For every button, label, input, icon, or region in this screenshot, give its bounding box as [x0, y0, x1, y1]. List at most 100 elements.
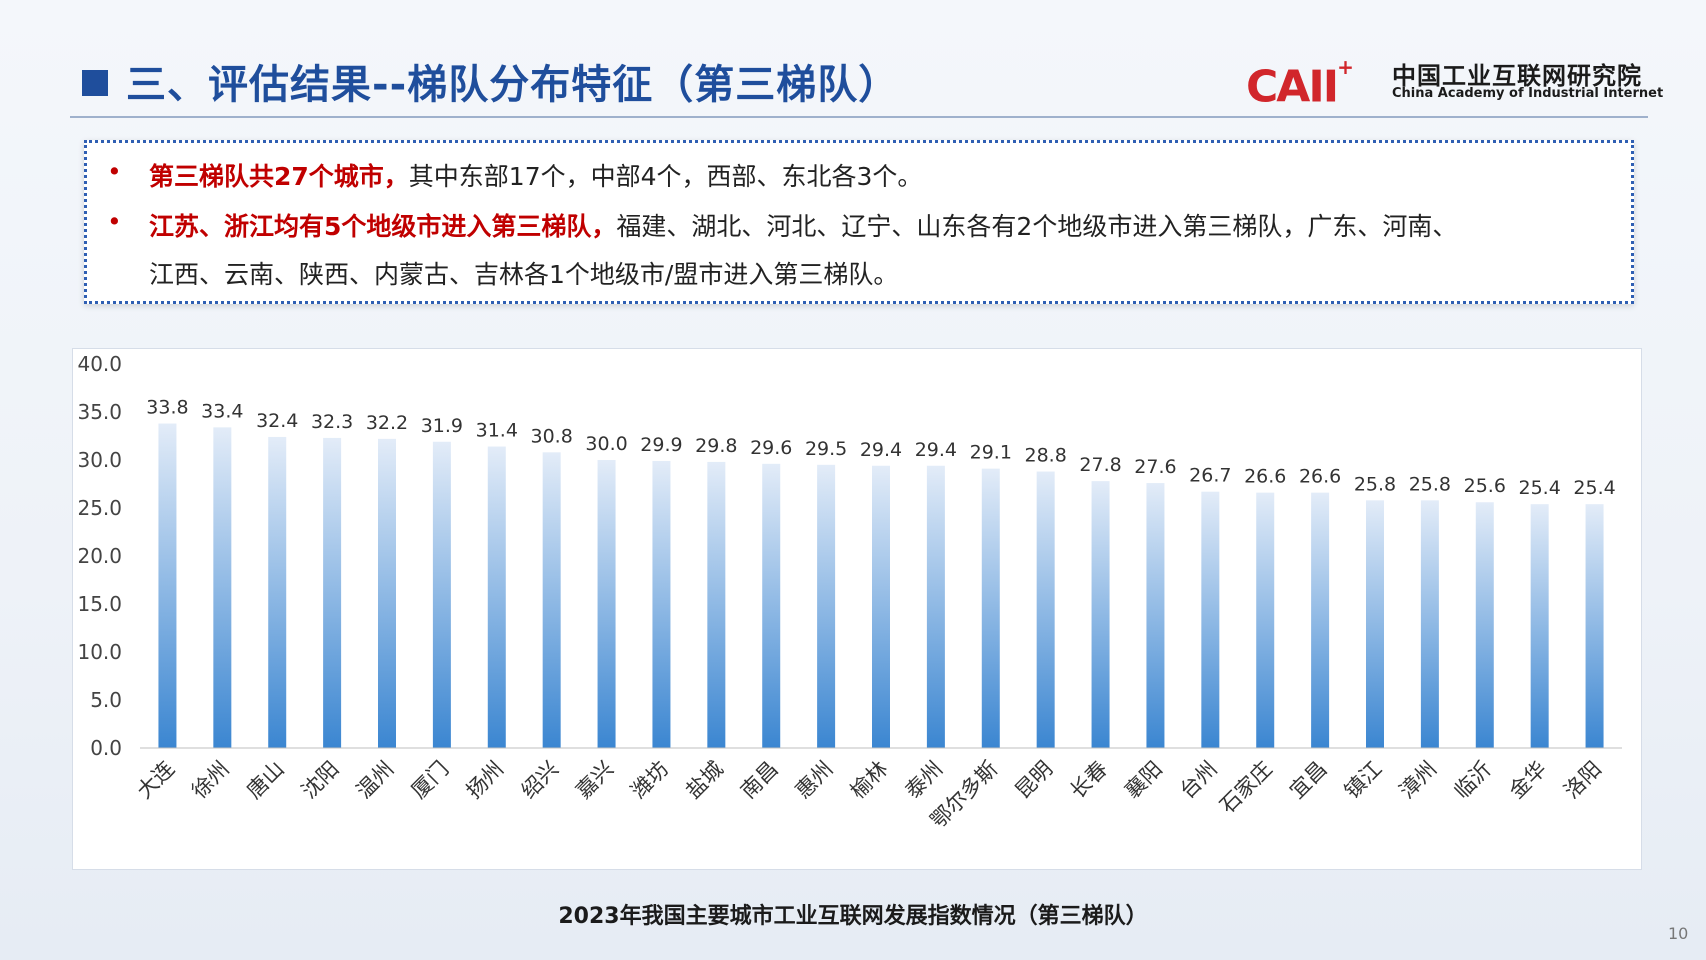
- bar: [1530, 504, 1549, 748]
- data-label: 32.3: [311, 411, 353, 433]
- page-title: 三、评估结果--梯队分布特征（第三梯队）: [126, 62, 900, 108]
- x-tick-label: 盐城: [681, 757, 728, 804]
- bar: [1311, 492, 1330, 748]
- bar: [378, 438, 396, 748]
- x-tick-label: 大连: [132, 757, 179, 804]
- y-tick-label: 5.0: [90, 688, 122, 712]
- y-tick-label: 0.0: [90, 736, 122, 760]
- data-label: 29.4: [915, 439, 957, 461]
- x-tick-label: 南昌: [736, 757, 783, 804]
- data-label: 27.6: [1134, 456, 1176, 478]
- x-tick-label: 潍坊: [626, 757, 673, 804]
- x-tick-label: 沈阳: [297, 757, 344, 804]
- bullet-2-highlight: 江苏、浙江均有5个地级市进入第三梯队，: [149, 212, 617, 241]
- data-label: 28.8: [1025, 445, 1067, 467]
- data-label: 33.8: [146, 397, 188, 419]
- bar: [707, 461, 726, 748]
- x-tick-label: 榆林: [846, 757, 893, 804]
- bar: [1256, 492, 1275, 748]
- y-tick-label: 30.0: [77, 448, 122, 472]
- chart-caption: 2023年我国主要城市工业互联网发展指数情况（第三梯队）: [558, 904, 1148, 929]
- bars: 33.8 33.4 32.4 32.3 32.2 31.9 31.4 30.8 30.0 29.9…: [146, 397, 1616, 748]
- bar: [487, 446, 506, 748]
- bar: [872, 465, 890, 748]
- bar: [1420, 500, 1439, 748]
- x-tick-label: 厦门: [407, 757, 454, 804]
- title-divider: [70, 116, 1648, 118]
- bar: [158, 423, 177, 748]
- bar: [1366, 500, 1384, 748]
- logo-plus: +: [1337, 55, 1354, 79]
- bullet-item-1: 第三梯队共27个城市，其中东部17个，中部4个，西部、东北各3个。: [149, 157, 922, 193]
- bar: [1146, 483, 1165, 748]
- bullet-dot-icon: •: [107, 157, 122, 186]
- bar-chart: 0.05.010.015.020.025.030.035.040.0 33.8 3…: [77, 352, 1622, 833]
- bullet-item-2-continuation: 江西、云南、陕西、内蒙古、吉林各1个地级市/盟市进入第三梯队。: [149, 260, 899, 289]
- data-label: 29.6: [750, 437, 792, 459]
- data-label: 25.8: [1354, 473, 1396, 495]
- data-label: 33.4: [201, 400, 243, 422]
- x-tick-label: 宜昌: [1285, 757, 1332, 804]
- data-label: 29.4: [860, 439, 902, 461]
- data-label: 25.8: [1409, 473, 1451, 495]
- bar: [323, 437, 342, 748]
- title-square-icon: [82, 70, 108, 96]
- logo-mark-text: CAII: [1246, 61, 1339, 113]
- y-tick-label: 35.0: [77, 400, 122, 424]
- data-label: 26.6: [1244, 466, 1286, 488]
- y-tick-label: 20.0: [77, 544, 122, 568]
- data-label: 26.6: [1299, 466, 1341, 488]
- page-number: 10: [1668, 924, 1689, 943]
- data-label: 29.8: [695, 435, 737, 457]
- bar: [981, 468, 1000, 748]
- x-tick-label: 绍兴: [517, 757, 564, 804]
- y-tick-label: 15.0: [77, 592, 122, 616]
- x-tick-label: 惠州: [791, 757, 838, 804]
- data-label: 29.1: [970, 442, 1012, 464]
- bar: [432, 441, 451, 748]
- bar: [652, 460, 671, 748]
- x-tick-label: 镇江: [1340, 757, 1387, 804]
- x-tick-label: 临沂: [1450, 757, 1497, 804]
- data-label: 26.7: [1189, 465, 1231, 487]
- data-label: 30.0: [585, 433, 627, 455]
- data-label: 32.4: [256, 410, 298, 432]
- x-tick-label: 嘉兴: [571, 757, 618, 804]
- x-tick-label: 金华: [1505, 757, 1552, 804]
- data-label: 27.8: [1079, 454, 1121, 476]
- bullet-dot-icon: •: [107, 207, 122, 236]
- data-label: 29.9: [640, 434, 682, 456]
- bullet-2-text: 福建、湖北、河北、辽宁、山东各有2个地级市进入第三梯队，广东、河南、: [616, 212, 1458, 241]
- bar: [213, 427, 232, 748]
- x-tick-label: 泰州: [901, 757, 948, 804]
- bullet-1-text: 其中东部17个，中部4个，西部、东北各3个。: [408, 162, 923, 191]
- x-tick-label: 洛阳: [1559, 757, 1606, 804]
- bar: [597, 460, 616, 748]
- data-label: 31.9: [421, 415, 463, 437]
- y-axis: 0.0 5.0 10.0 15.0 20.0 25.0 30.0 35.0 40.0: [77, 352, 122, 760]
- x-tick-label: 扬州: [462, 757, 509, 804]
- y-tick-label: 40.0: [77, 352, 122, 376]
- bar: [542, 452, 561, 748]
- bar: [1091, 481, 1110, 748]
- x-tick-label: 台州: [1175, 757, 1222, 804]
- bar: [762, 463, 781, 748]
- data-label: 32.2: [366, 412, 408, 434]
- bullet-1-highlight: 第三梯队共27个城市，: [149, 162, 409, 191]
- bar: [1475, 502, 1494, 748]
- data-label: 30.8: [531, 425, 573, 447]
- data-label: 31.4: [476, 420, 518, 442]
- x-tick-label: 长春: [1065, 757, 1112, 804]
- bar: [926, 465, 945, 748]
- y-tick-label: 10.0: [77, 640, 122, 664]
- x-tick-label: 昆明: [1011, 757, 1058, 804]
- logo-english-name: China Academy of Industrial Internet: [1392, 86, 1664, 101]
- data-label: 25.4: [1573, 477, 1615, 499]
- bar: [1585, 504, 1604, 748]
- bar: [817, 464, 836, 748]
- bar: [1036, 471, 1055, 748]
- x-tick-label: 襄阳: [1120, 757, 1167, 804]
- bar: [1201, 491, 1220, 748]
- logo-mark: CAII+: [1246, 54, 1354, 113]
